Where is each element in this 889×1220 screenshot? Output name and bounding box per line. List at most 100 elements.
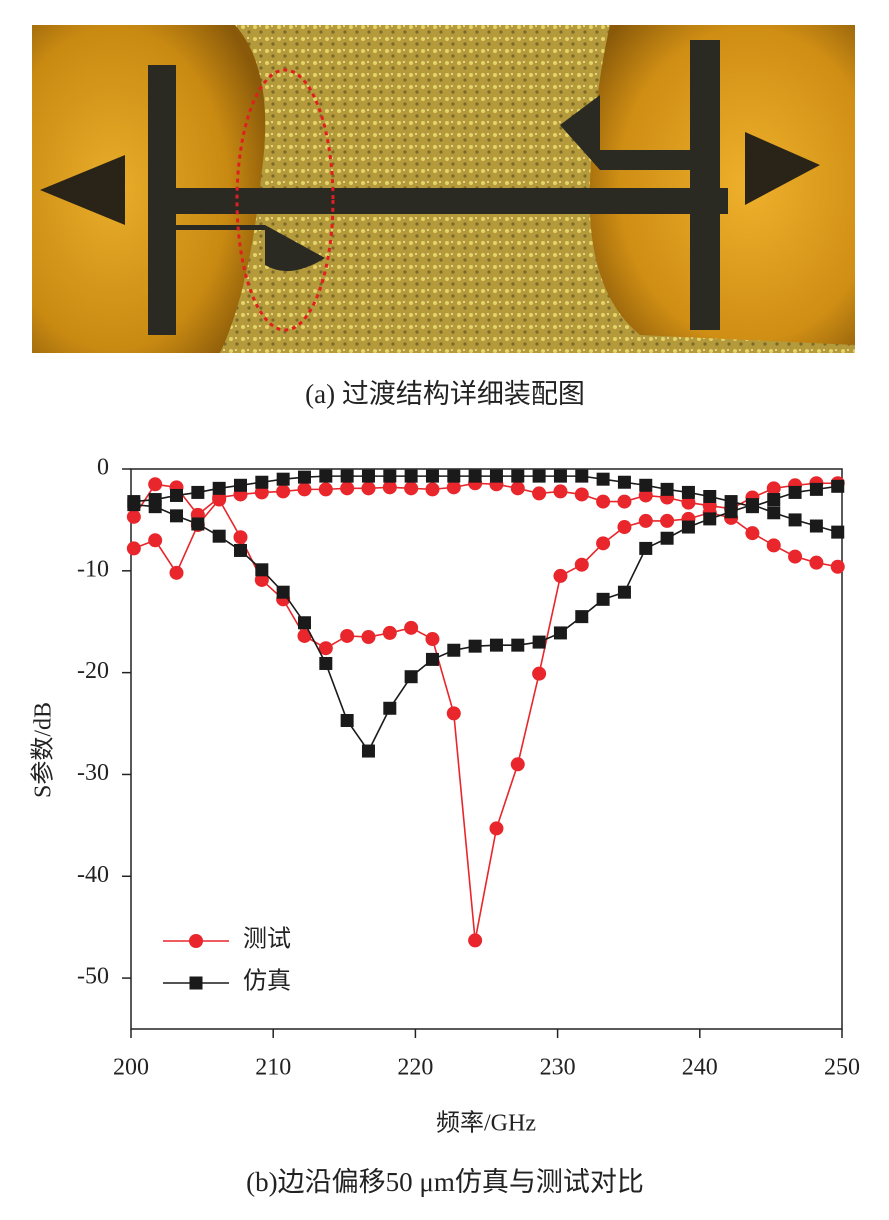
marker — [532, 469, 546, 483]
marker — [575, 610, 589, 624]
marker — [425, 652, 439, 666]
marker — [489, 638, 503, 652]
marker — [724, 495, 738, 509]
y-axis-title: S参数/dB — [30, 702, 57, 798]
marker — [511, 638, 525, 652]
marker — [212, 529, 226, 543]
marker — [404, 620, 419, 635]
marker — [596, 592, 610, 606]
marker — [553, 484, 568, 499]
marker — [297, 628, 312, 643]
legend-label: 测试 — [243, 926, 291, 953]
marker — [297, 616, 311, 630]
marker — [382, 625, 397, 640]
marker — [788, 485, 802, 499]
marker — [617, 585, 631, 599]
marker — [511, 469, 525, 483]
marker — [553, 626, 567, 640]
marker — [383, 469, 397, 483]
marker — [639, 541, 653, 555]
marker — [703, 489, 717, 503]
marker — [638, 513, 653, 528]
marker — [233, 543, 247, 557]
marker — [297, 482, 312, 497]
marker — [745, 526, 760, 541]
series-line — [133, 498, 838, 941]
marker — [446, 706, 461, 721]
marker — [233, 478, 247, 492]
marker — [170, 509, 184, 523]
marker — [809, 519, 823, 533]
marker — [447, 469, 461, 483]
marker — [383, 701, 397, 715]
x-tick-label: 240 — [682, 1055, 718, 1081]
marker — [575, 469, 589, 483]
marker — [596, 472, 610, 486]
marker — [297, 470, 311, 484]
marker — [724, 505, 738, 519]
marker — [361, 744, 375, 758]
marker — [468, 933, 483, 948]
marker — [127, 495, 141, 509]
marker — [703, 512, 717, 526]
marker — [319, 656, 333, 670]
marker — [254, 572, 269, 587]
marker — [638, 488, 653, 503]
marker — [831, 525, 845, 539]
marker — [191, 517, 205, 531]
marker — [532, 486, 547, 501]
marker — [830, 559, 845, 574]
y-tick-label: -20 — [77, 658, 109, 684]
marker — [382, 480, 397, 495]
marker — [361, 469, 375, 483]
series-line — [133, 482, 838, 518]
marker — [340, 628, 355, 643]
marker — [189, 934, 203, 948]
marker — [189, 976, 203, 990]
marker — [404, 469, 418, 483]
marker — [489, 469, 503, 483]
marker — [170, 488, 184, 502]
marker — [319, 469, 333, 483]
caption: (a) 过渡结构详细装配图 — [305, 379, 585, 409]
x-tick-label: 250 — [824, 1055, 860, 1081]
x-tick-label: 220 — [397, 1055, 433, 1081]
marker — [126, 509, 141, 524]
marker — [255, 475, 269, 489]
marker — [596, 536, 611, 551]
y-tick-label: -10 — [77, 556, 109, 582]
y-tick-label: -40 — [77, 862, 109, 888]
marker — [681, 495, 696, 510]
marker — [404, 670, 418, 684]
marker — [532, 635, 546, 649]
marker — [596, 494, 611, 509]
marker — [361, 481, 376, 496]
marker — [660, 482, 674, 496]
y-tick-label: -30 — [77, 760, 109, 786]
marker — [404, 481, 419, 496]
marker — [276, 484, 291, 499]
marker — [574, 487, 589, 502]
marker — [553, 568, 568, 583]
marker — [447, 643, 461, 657]
marker — [212, 481, 226, 495]
marker — [617, 494, 632, 509]
y-tick-label: 0 — [97, 455, 109, 481]
marker — [126, 541, 141, 556]
marker — [233, 530, 248, 545]
marker — [510, 757, 525, 772]
series-line — [133, 475, 838, 508]
marker — [809, 482, 823, 496]
caption: (b)边沿偏移50 μm仿真与测试对比 — [246, 1167, 644, 1197]
marker — [766, 481, 781, 496]
y-tick-label: -50 — [77, 964, 109, 990]
legend-label: 仿真 — [243, 968, 291, 995]
marker — [425, 632, 440, 647]
x-tick-label: 210 — [255, 1055, 291, 1081]
marker — [318, 641, 333, 656]
marker — [254, 485, 269, 500]
marker — [767, 493, 781, 507]
